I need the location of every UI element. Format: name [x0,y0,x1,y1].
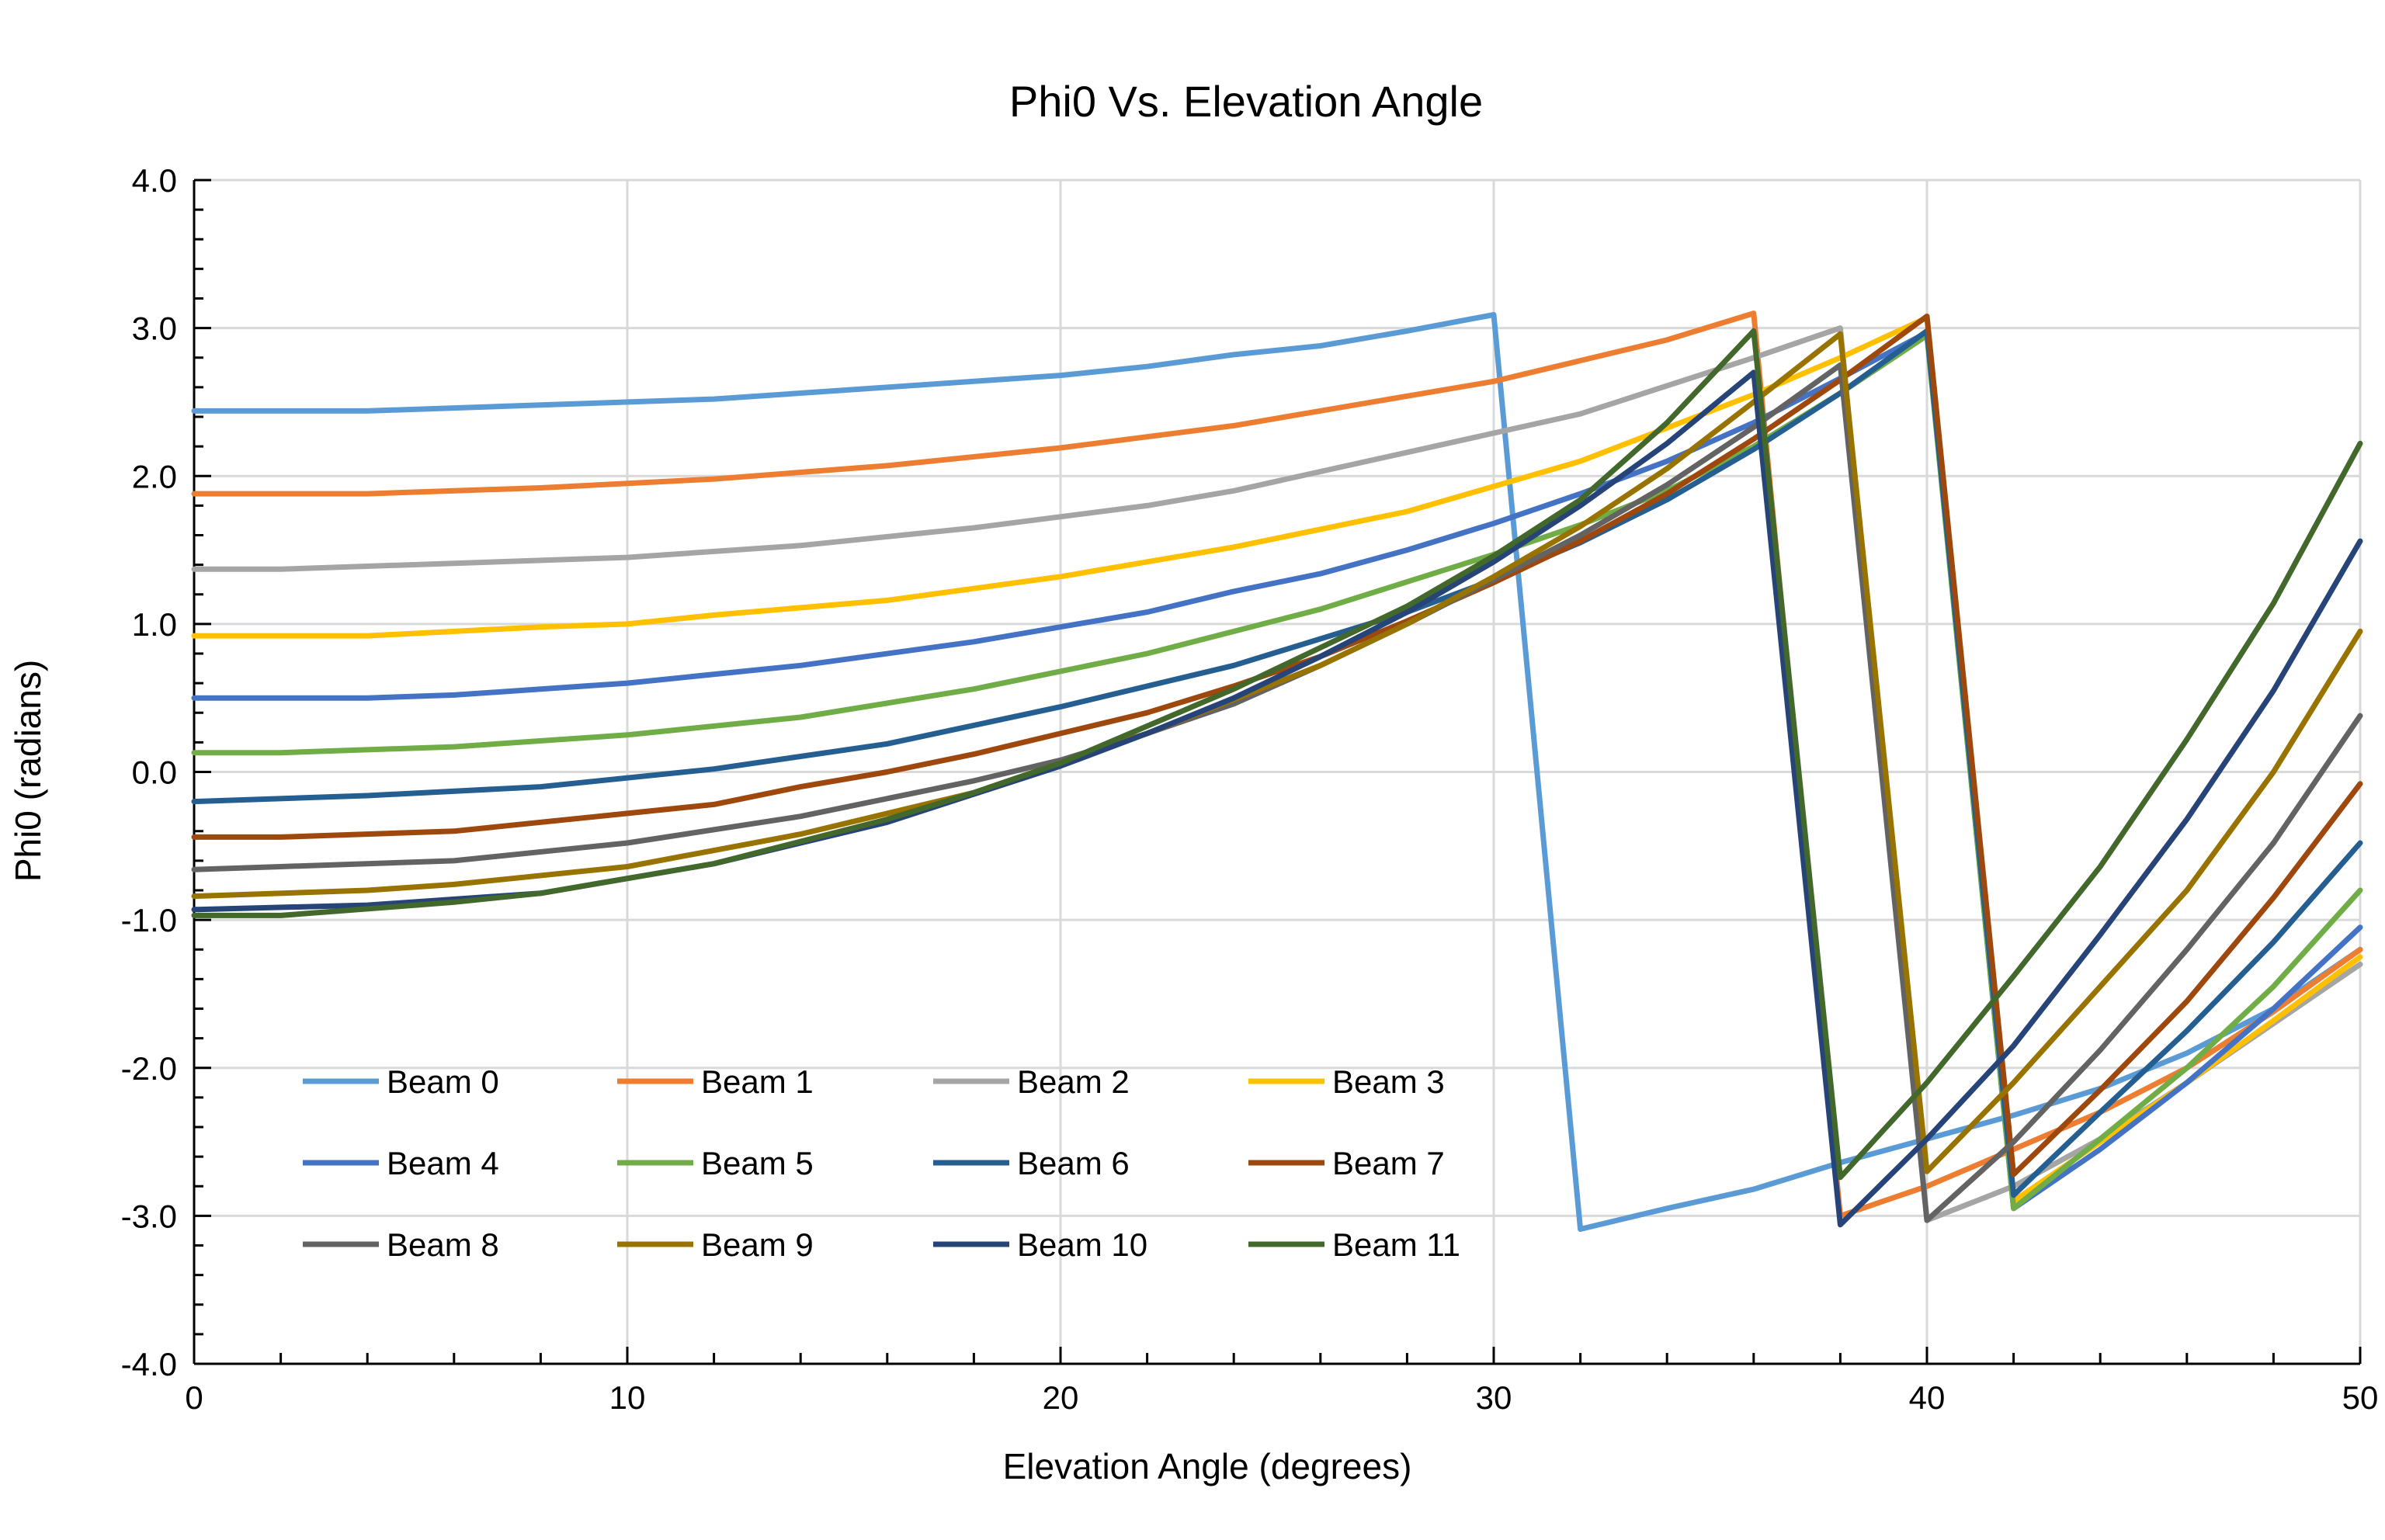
y-axis-label: Phi0 (radians) [8,660,48,882]
y-tick-label: 0.0 [132,754,177,791]
y-tick-label: 2.0 [132,458,177,494]
legend-label-beam-2: Beam 2 [1017,1063,1130,1100]
legend-label-beam-1: Beam 1 [701,1063,814,1100]
legend-label-beam-10: Beam 10 [1017,1226,1147,1263]
x-tick-label: 0 [185,1379,203,1416]
legend-label-beam-6: Beam 6 [1017,1145,1130,1181]
series-line-beam-8 [191,362,2363,1223]
series-line-beam-7 [191,313,2363,1178]
series-line-beam-0 [191,312,2363,1232]
legend-label-beam-4: Beam 4 [387,1145,499,1181]
y-tick-label: -3.0 [121,1198,177,1234]
legend: Beam 0 Beam 1 Beam 2 Beam 3 Beam 4 Beam 5 Beam… [303,1063,1460,1263]
series-line-beam-6 [191,328,2363,1198]
axes [193,179,2362,1365]
x-tick-label: 20 [1043,1379,1079,1416]
y-tick-label: -2.0 [121,1050,177,1087]
legend-label-beam-8: Beam 8 [387,1226,499,1263]
series-line-beam-4 [191,329,2363,1212]
gridlines [194,179,2362,1364]
series-line-beam-9 [191,331,2363,1174]
series-lines [191,310,2363,1232]
series-line-beam-10 [191,369,2363,1228]
series-line-beam-3 [191,314,2363,1204]
chart-title: Phi0 Vs. Elevation Angle [1009,77,1483,126]
y-tick-label: -1.0 [121,902,177,938]
legend-label-beam-5: Beam 5 [701,1145,814,1181]
y-tick-label: 1.0 [132,606,177,643]
x-tick-label: 40 [1909,1379,1946,1416]
x-tick-label: 50 [2342,1379,2379,1416]
tick-labels: 0 10 20 30 40 50 4.0 3.0 2.0 1.0 0.0 -1.0 -2.0 -3.0 -4… [121,162,2379,1416]
x-axis-label: Elevation Angle (degrees) [1003,1446,1412,1486]
y-tick-label: -4.0 [121,1346,177,1382]
series-line-beam-11 [191,328,2363,1181]
series-line-beam-1 [191,310,2363,1219]
series-line-beam-2 [191,325,2363,1223]
legend-label-beam-0: Beam 0 [387,1063,499,1100]
legend-label-beam-7: Beam 7 [1332,1145,1445,1181]
legend-label-beam-11: Beam 11 [1332,1226,1460,1263]
x-tick-label: 30 [1476,1379,1512,1416]
legend-label-beam-3: Beam 3 [1332,1063,1445,1100]
x-tick-label: 10 [609,1379,646,1416]
y-tick-label: 4.0 [132,162,177,199]
y-tick-label: 3.0 [132,310,177,347]
legend-label-beam-9: Beam 9 [701,1226,814,1263]
